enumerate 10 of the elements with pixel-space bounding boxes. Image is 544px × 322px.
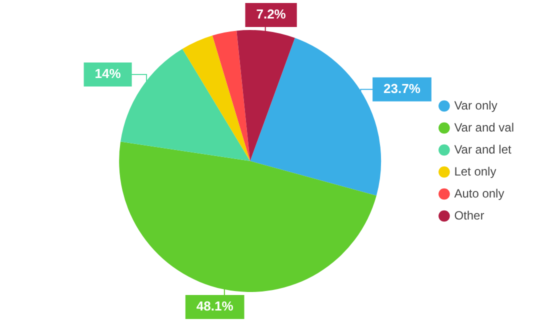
data-label: 48.1%: [196, 298, 234, 314]
legend-label: Var and val: [454, 120, 514, 134]
legend-label: Other: [454, 208, 484, 222]
legend-label: Let only: [454, 164, 496, 178]
data-label: 14%: [94, 66, 122, 82]
legend-label: Auto only: [454, 186, 504, 200]
data-label: 23.7%: [384, 80, 421, 96]
legend-label: Var and let: [454, 142, 512, 156]
data-label: 7.2%: [256, 6, 286, 22]
legend-label: Var only: [454, 98, 498, 112]
